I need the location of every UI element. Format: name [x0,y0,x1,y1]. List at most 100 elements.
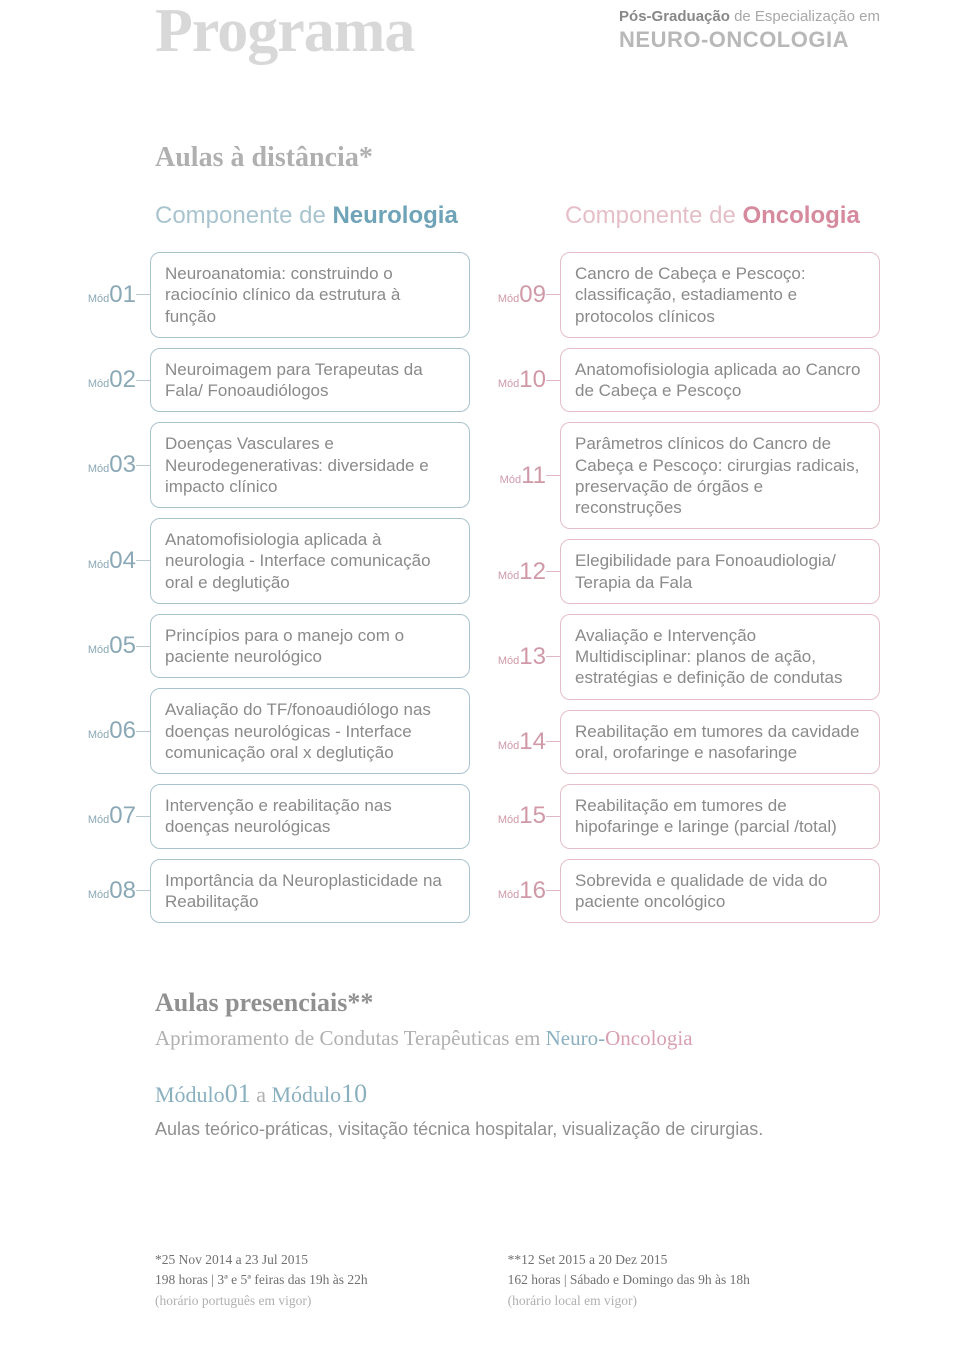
main-title: Programa [155,0,414,62]
mod-label: Mód09 [490,281,546,309]
connector [136,294,150,295]
presenciais-sub-prefix: Aprimoramento de Condutas Terapêuticas e… [155,1026,546,1050]
mod-number: 04 [109,547,136,574]
mod-box: Parâmetros clínicos do Cancro de Cabeça … [560,422,880,529]
mod-prefix: Mód [498,293,519,305]
mod-prefix: Mód [88,889,109,901]
module: Mód16Sobrevida e qualidade de vida do pa… [490,859,880,924]
mod-prefix: Mód [498,655,519,667]
connector [136,465,150,466]
mod-prefix: Mód [88,814,109,826]
footer-left: *25 Nov 2014 a 23 Jul 2015 198 horas | 3… [155,1250,368,1311]
mod-label: Mód15 [490,802,546,830]
mod-label: Mód02 [80,366,136,394]
mod-box: Avaliação do TF/fonoaudiólogo nas doença… [150,688,470,774]
mod-box: Reabilitação em tumores da cavidade oral… [560,710,880,775]
range-mod2-num: 10 [341,1079,367,1108]
footer-left-line3: (horário português em vigor) [155,1291,368,1311]
connector [546,656,560,657]
component-row: Componente de Neurologia Mód01 Neuroanato… [80,202,880,933]
heading-strong: Neurologia [332,202,457,229]
mod-label: Mód06 [80,717,136,745]
subtitle-bold: Pós-Graduação [619,8,730,25]
connector [136,646,150,647]
mod-prefix: Mód [88,378,109,390]
mod-box: Avaliação e Intervenção Multidisciplinar… [560,614,880,700]
mod-box: Princípios para o manejo com o paciente … [150,614,470,679]
range-mod1-label: Módulo [155,1082,225,1107]
module: Mód13 Avaliação e Intervenção Multidiscip… [490,614,880,700]
presenciais-desc: Aulas teórico-práticas, visitação técnic… [155,1119,880,1140]
mod-label: Mód13 [490,643,546,671]
module: Mód11 Parâmetros clínicos do Cancro de Ca… [490,422,880,529]
mod-number: 03 [109,451,136,478]
modulo-range: Módulo01 a Módulo10 [155,1079,880,1109]
presenciais-sub-neuro: Neuro [546,1026,598,1050]
oncologia-column: Componente de Oncologia Mód09Cancro de C… [490,202,880,933]
presenciais-title: Aulas presenciais** [155,988,880,1018]
mod-box: Elegibilidade para Fonoaudiologia/ Terap… [560,539,880,604]
connector [546,816,560,817]
mod-prefix: Mód [88,293,109,305]
connector [136,816,150,817]
module: Mód08 Importância da Neuroplasticidade na… [80,859,470,924]
heading-strong: Oncologia [742,202,859,229]
mod-box: Reabilitação em tumores de hipofaringe e… [560,784,880,849]
connector [136,380,150,381]
mod-label: Mód07 [80,802,136,830]
module: Mód15 Reabilitação em tumores de hipofari… [490,784,880,849]
subtitle-block: Pós-Graduação de Especialização em NEURO… [619,0,880,53]
mod-number: 07 [109,802,136,829]
module: Mód14 Reabilitação em tumores da cavidade… [490,710,880,775]
mod-number: 06 [109,717,136,744]
mod-box: Anatomofisiologia aplicada à neurologia … [150,518,470,604]
presenciais-sub-onc: Oncologia [605,1026,692,1050]
connector [546,741,560,742]
connector [546,571,560,572]
mod-number: 02 [109,366,136,393]
mod-label: Mód11 [490,462,546,490]
mod-label: Mód03 [80,451,136,479]
heading-prefix: Componente de [565,202,742,229]
mod-label: Mód08 [80,877,136,905]
module: Mód12 Elegibilidade para Fonoaudiologia/ … [490,539,880,604]
oncologia-heading: Componente de Oncologia [490,202,880,230]
module: Mód01 Neuroanatomia: construindo o racioc… [80,252,470,338]
footer-left-line1: *25 Nov 2014 a 23 Jul 2015 [155,1250,368,1270]
mod-number: 08 [109,877,136,904]
connector [136,560,150,561]
module: Mód02Neuroimagem para Terapeutas da Fala… [80,348,470,413]
footer-right-line1: **12 Set 2015 a 20 Dez 2015 [508,1250,750,1270]
neurologia-column: Componente de Neurologia Mód01 Neuroanato… [80,202,470,933]
page: Programa Pós-Graduação de Especialização… [0,0,960,1371]
connector [546,294,560,295]
mod-number: 11 [521,462,546,489]
module: Mód04 Anatomofisiologia aplicada à neurol… [80,518,470,604]
distance-title: Aulas à distância* [155,142,880,174]
mod-prefix: Mód [88,559,109,571]
subtitle-main: NEURO-ONCOLOGIA [619,27,880,53]
mod-box: Neuroanatomia: construindo o raciocínio … [150,252,470,338]
mod-number: 15 [519,802,546,829]
neurologia-heading: Componente de Neurologia [80,202,470,230]
mod-prefix: Mód [498,740,519,752]
mod-label: Mód01 [80,281,136,309]
footer: *25 Nov 2014 a 23 Jul 2015 198 horas | 3… [80,1250,880,1311]
mod-box: Anatomofisiologia aplicada ao Cancro de … [560,348,880,413]
mod-label: Mód16 [490,877,546,905]
footer-right-line3: (horário local em vigor) [508,1291,750,1311]
module: Mód03Doenças Vasculares e Neurodegenerat… [80,422,470,508]
mod-label: Mód05 [80,632,136,660]
connector [136,890,150,891]
mod-number: 12 [519,558,546,585]
mod-box: Intervenção e reabilitação nas doenças n… [150,784,470,849]
mod-prefix: Mód [88,644,109,656]
module: Mód07 Intervenção e reabilitação nas doen… [80,784,470,849]
mod-prefix: Mód [88,463,109,475]
mod-number: 16 [519,877,546,904]
mod-number: 14 [519,728,546,755]
mod-prefix: Mód [498,570,519,582]
neurologia-modules: Mód01 Neuroanatomia: construindo o racioc… [80,252,470,923]
mod-box: Importância da Neuroplasticidade na Reab… [150,859,470,924]
subtitle-line1: Pós-Graduação de Especialização em [619,8,880,25]
